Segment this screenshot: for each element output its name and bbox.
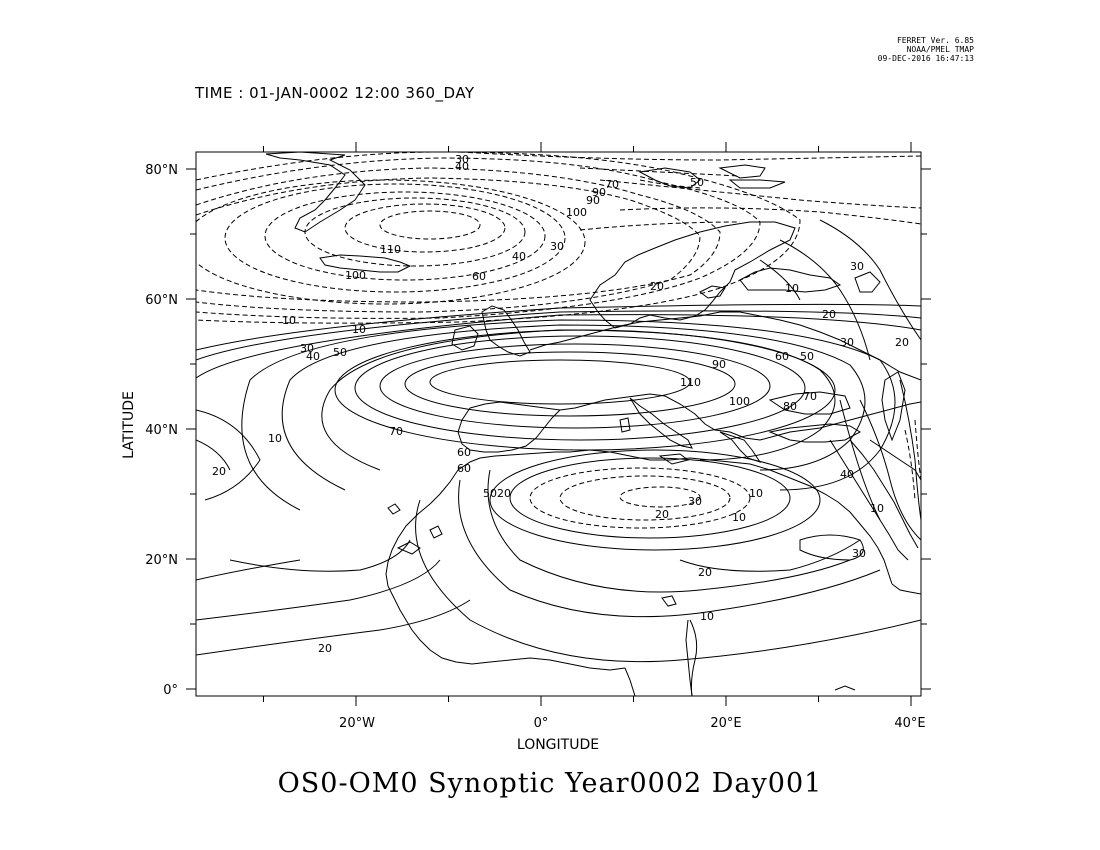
svg-text:10: 10 xyxy=(732,511,746,524)
svg-text:80: 80 xyxy=(783,400,797,413)
positive-contours-north xyxy=(196,303,921,581)
svg-text:40: 40 xyxy=(840,468,854,481)
x-axis-title: LONGITUDE xyxy=(517,737,599,753)
svg-text:20: 20 xyxy=(895,336,909,349)
negative-contours-east xyxy=(904,419,921,501)
coastlines xyxy=(265,152,921,696)
y-tick-label: 40°N xyxy=(145,423,178,438)
svg-text:60: 60 xyxy=(457,462,471,475)
plot-frame xyxy=(195,151,922,697)
svg-text:100: 100 xyxy=(729,395,750,408)
x-tick-label: 20°E xyxy=(710,716,741,731)
x-tick-label: 20°W xyxy=(339,716,375,731)
svg-text:40: 40 xyxy=(455,160,469,173)
svg-text:20: 20 xyxy=(655,508,669,521)
plot-title: OS0-OM0 Synoptic Year0002 Day001 xyxy=(277,768,823,799)
stamp-line-3: 09-DEC-2016 16:47:13 xyxy=(877,54,974,63)
y-tick-label: 0° xyxy=(163,683,178,698)
svg-text:10: 10 xyxy=(870,502,884,515)
x-tick-label: 0° xyxy=(534,716,549,731)
svg-text:50: 50 xyxy=(800,350,814,363)
svg-text:90: 90 xyxy=(712,358,726,371)
ferret-version-stamp: FERRET Ver. 6.85 NOAA/PMEL TMAP 09-DEC-2… xyxy=(840,36,974,63)
svg-text:30: 30 xyxy=(850,260,864,273)
svg-text:20: 20 xyxy=(497,487,511,500)
svg-text:60: 60 xyxy=(775,350,789,363)
svg-text:10: 10 xyxy=(282,314,296,327)
svg-text:30: 30 xyxy=(688,495,702,508)
svg-text:10: 10 xyxy=(785,282,799,295)
map-content: 30 40 70 90 90 100 50 110 100 30 40 60 2… xyxy=(196,152,921,696)
svg-text:10: 10 xyxy=(700,610,714,623)
svg-text:100: 100 xyxy=(345,269,366,282)
contour-labels: 30 40 70 90 90 100 50 110 100 30 40 60 2… xyxy=(212,153,909,655)
negative-contours xyxy=(196,152,921,324)
svg-text:70: 70 xyxy=(389,425,403,438)
svg-text:20: 20 xyxy=(318,642,332,655)
svg-text:70: 70 xyxy=(803,390,817,403)
svg-text:70: 70 xyxy=(605,178,619,191)
svg-text:90: 90 xyxy=(586,194,600,207)
y-tick-label: 20°N xyxy=(145,553,178,568)
svg-text:110: 110 xyxy=(380,243,401,256)
svg-text:10: 10 xyxy=(352,323,366,336)
svg-text:20: 20 xyxy=(212,465,226,478)
svg-text:40: 40 xyxy=(512,250,526,263)
svg-text:20: 20 xyxy=(822,308,836,321)
y-axis-title: LATITUDE xyxy=(121,391,137,459)
svg-text:30: 30 xyxy=(300,342,314,355)
svg-text:30: 30 xyxy=(840,336,854,349)
y-tick-labels: 0° 20°N 40°N 60°N 80°N xyxy=(145,163,178,698)
svg-text:30: 30 xyxy=(550,240,564,253)
svg-text:60: 60 xyxy=(472,270,486,283)
x-tick-labels: 20°W 0° 20°E 40°E xyxy=(339,716,926,731)
svg-text:50: 50 xyxy=(690,176,704,189)
x-tick-label: 40°E xyxy=(894,716,925,731)
svg-text:60: 60 xyxy=(457,446,471,459)
svg-text:110: 110 xyxy=(680,376,701,389)
svg-text:30: 30 xyxy=(455,153,469,166)
stamp-line-1: FERRET Ver. 6.85 xyxy=(896,36,974,45)
svg-text:30: 30 xyxy=(852,547,866,560)
svg-text:20: 20 xyxy=(698,566,712,579)
negative-contours-south xyxy=(529,467,751,529)
axis-ticks xyxy=(186,142,931,706)
y-tick-label: 80°N xyxy=(145,163,178,178)
svg-text:50: 50 xyxy=(483,487,497,500)
svg-text:50: 50 xyxy=(333,346,347,359)
svg-text:100: 100 xyxy=(566,206,587,219)
svg-text:10: 10 xyxy=(268,432,282,445)
positive-contours-south xyxy=(196,219,921,696)
svg-text:20: 20 xyxy=(650,280,664,293)
svg-text:90: 90 xyxy=(592,186,606,199)
svg-text:40: 40 xyxy=(306,350,320,363)
y-tick-label: 60°N xyxy=(145,293,178,308)
svg-text:10: 10 xyxy=(749,487,763,500)
time-label: TIME : 01-JAN-0002 12:00 360_DAY xyxy=(195,84,475,102)
stamp-line-2: NOAA/PMEL TMAP xyxy=(906,45,974,54)
